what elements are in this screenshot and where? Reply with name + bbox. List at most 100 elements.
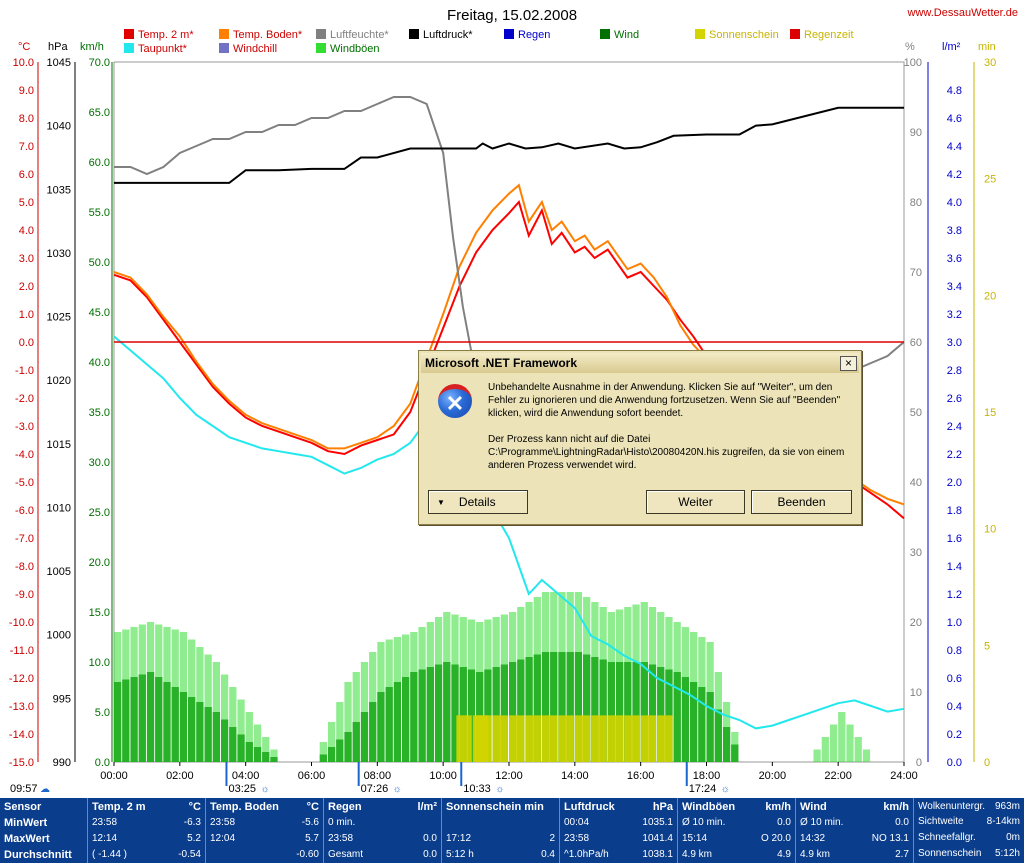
windgust-bar xyxy=(410,632,418,762)
temp-tick-label: -14.0 xyxy=(9,729,34,741)
stats-cell: 5:12 h xyxy=(446,849,474,860)
stats-labels-column: Sensor MinWert MaxWert Durchschnitt xyxy=(0,798,88,863)
unit-temp: °C xyxy=(18,41,30,53)
rain-tick-label: 2.6 xyxy=(947,393,962,405)
stats-table: Sensor MinWert MaxWert Durchschnitt Temp… xyxy=(0,798,1024,863)
wind-tick-label: 15.0 xyxy=(89,607,110,619)
time-tick-label: 04:00 xyxy=(232,770,260,782)
stats-unit: °C xyxy=(188,801,201,813)
rain-tick-label: 3.4 xyxy=(947,281,962,293)
event-time-label: 09:57 xyxy=(10,783,38,795)
stats-cell: 14:32 xyxy=(800,833,826,844)
temp-tick-label: -8.0 xyxy=(15,561,34,573)
humidity-tick-label: 70 xyxy=(910,267,922,279)
legend-label: Luftfeuchte* xyxy=(330,29,389,41)
rain-tick-label: 4.0 xyxy=(947,197,962,209)
temp-tick-label: -10.0 xyxy=(9,617,34,629)
rain-tick-label: 3.2 xyxy=(947,309,962,321)
wind-tick-label: 30.0 xyxy=(89,457,110,469)
rain-tick-label: 0.0 xyxy=(947,757,962,769)
dialog-message: Unbehandelte Ausnahme in der Anwendung. … xyxy=(488,382,841,419)
temp-tick-label: 0.0 xyxy=(19,337,34,349)
stats-head: Temp. 2 m xyxy=(92,801,146,813)
axis-units: °C hPa km/h % l/m² min xyxy=(18,41,996,53)
windgust-bar xyxy=(155,624,163,762)
stats-col-regen: Regen l/m² 0 min. 23:58 0.0 Gesamt 0.0 xyxy=(324,798,442,863)
rain-tick-label: 1.2 xyxy=(947,589,962,601)
moon-icon: ☼ xyxy=(495,784,504,795)
wind-tick-label: 65.0 xyxy=(89,107,110,119)
stats-head: Regen xyxy=(328,801,362,813)
windgust-bar xyxy=(237,699,245,762)
humidity-tick-label: 10 xyxy=(910,687,922,699)
moonrise-icon: ☼ xyxy=(260,784,269,795)
details-button[interactable]: ▼ Details xyxy=(428,490,528,514)
windgust-bar xyxy=(550,592,558,762)
legend-swatch xyxy=(124,29,134,39)
continue-button[interactable]: Weiter xyxy=(646,490,745,514)
pressure-tick-label: 1015 xyxy=(47,439,71,451)
windgust-bar xyxy=(146,622,155,762)
humidity-tick-label: 30 xyxy=(910,547,922,559)
time-tick-label: 12:00 xyxy=(495,770,523,782)
wind-tick-label: 45.0 xyxy=(89,307,110,319)
stats-head: Luftdruck xyxy=(564,801,615,813)
wind-tick-label: 40.0 xyxy=(89,357,110,369)
stats-cell: 5.2 xyxy=(187,833,201,844)
sun-bar xyxy=(624,715,640,762)
stats-cell: 963m xyxy=(994,801,1020,812)
wind-tick-label: 50.0 xyxy=(89,257,110,269)
sun-tick-label: 5 xyxy=(984,640,990,652)
windgust-bar xyxy=(566,592,574,762)
stats-cell: 4.9 xyxy=(777,849,791,860)
error-dialog: Microsoft .NET Framework × ✕ Unbehandelt… xyxy=(418,350,862,525)
stats-label-max: MaxWert xyxy=(4,833,50,845)
temp-tick-label: 4.0 xyxy=(19,225,34,237)
legend-label: Windchill xyxy=(233,43,277,55)
stats-head: Sonnenschein min xyxy=(446,801,544,813)
sun-bar xyxy=(574,715,591,762)
legend-swatch xyxy=(409,29,419,39)
stats-cell: ^1.0hPa/h xyxy=(564,849,609,860)
windgust-bar xyxy=(327,722,336,762)
stats-col-luftdruck: Luftdruck hPa 00:04 1035.1 23:58 1041.4 ^1.… xyxy=(560,798,678,863)
close-button[interactable]: × xyxy=(840,355,857,371)
pressure-tick-label: 1005 xyxy=(47,566,71,578)
event-time-label: 17:24 xyxy=(689,783,717,795)
legend-swatch xyxy=(790,29,800,39)
windgust-bar xyxy=(114,632,122,762)
series-line-temp-boden xyxy=(113,183,905,506)
windgust-bar xyxy=(509,612,517,762)
windgust-bar xyxy=(443,612,451,762)
sun-bar xyxy=(456,715,472,762)
stats-cell: Ø 10 min. xyxy=(800,817,844,828)
temp-tick-label: -5.0 xyxy=(15,477,34,489)
temp-tick-label: -1.0 xyxy=(15,365,34,377)
stats-cell: 17:12 xyxy=(446,833,472,844)
wind-tick-label: 70.0 xyxy=(89,57,110,69)
stats-unit: km/h xyxy=(883,801,909,813)
windgust-bar xyxy=(854,737,862,762)
windgust-bar xyxy=(829,724,838,762)
stats-label-sensor: Sensor xyxy=(4,801,42,813)
windgust-bar xyxy=(673,622,681,762)
wind-tick-label: 35.0 xyxy=(89,407,110,419)
windgust-bar xyxy=(500,614,508,762)
cloud-icon: ☁ xyxy=(40,784,50,795)
stats-head: Wind xyxy=(800,801,827,813)
temp-tick-label: 8.0 xyxy=(19,113,34,125)
quit-button[interactable]: Beenden xyxy=(751,490,852,514)
windgust-bar xyxy=(122,629,130,762)
stats-cell: NO 13.1 xyxy=(871,833,909,844)
pressure-tick-label: 1040 xyxy=(47,121,71,133)
windgust-bar xyxy=(319,742,327,762)
time-tick-label: 16:00 xyxy=(627,770,655,782)
windgust-bar xyxy=(838,712,846,762)
details-label: Details xyxy=(458,495,496,509)
stats-cell: 0 min. xyxy=(328,817,356,828)
pressure-tick-label: 1045 xyxy=(47,57,71,69)
dialog-titlebar[interactable]: Microsoft .NET Framework × xyxy=(421,353,859,373)
windgust-bar xyxy=(591,602,599,762)
site-link[interactable]: www.DessauWetter.de xyxy=(907,7,1018,19)
temp-tick-label: 7.0 xyxy=(19,141,34,153)
